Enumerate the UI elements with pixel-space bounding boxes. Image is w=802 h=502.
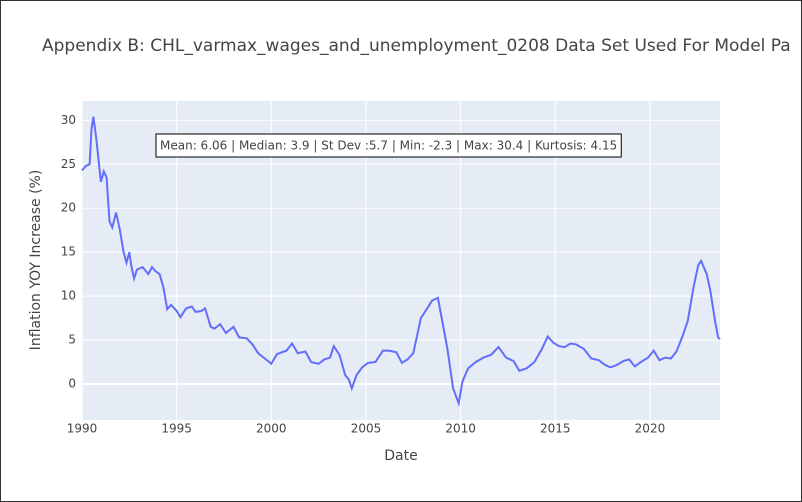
y-tick-label: 5 (68, 333, 76, 347)
x-axis-label: Date (384, 448, 417, 464)
annotation: Mean: 6.06 | Median: 3.9 | St Dev :5.7 |… (160, 139, 617, 153)
y-tick-label: 20 (61, 201, 76, 215)
x-tick-label: 1990 (67, 422, 98, 436)
y-tick-label: 10 (61, 289, 76, 303)
x-tick-label: 1995 (161, 422, 192, 436)
chart-title: Appendix B: CHL_varmax_wages_and_unemplo… (42, 36, 791, 56)
x-tick-label: 2015 (540, 422, 571, 436)
y-tick-label: 30 (61, 113, 76, 127)
y-tick-label: 0 (68, 376, 76, 390)
line (81, 116, 721, 408)
y-tick-label: 25 (61, 157, 76, 171)
x-tick-label: 2020 (635, 422, 666, 436)
x-tick-label: 2005 (351, 422, 382, 436)
annotation-box (155, 133, 622, 158)
x-tick-label: 2010 (445, 422, 476, 436)
y-axis-label: Inflation YOY Increase (%) (28, 170, 44, 351)
y-tick-label: 15 (61, 245, 76, 259)
x-tick-label: 2000 (256, 422, 287, 436)
